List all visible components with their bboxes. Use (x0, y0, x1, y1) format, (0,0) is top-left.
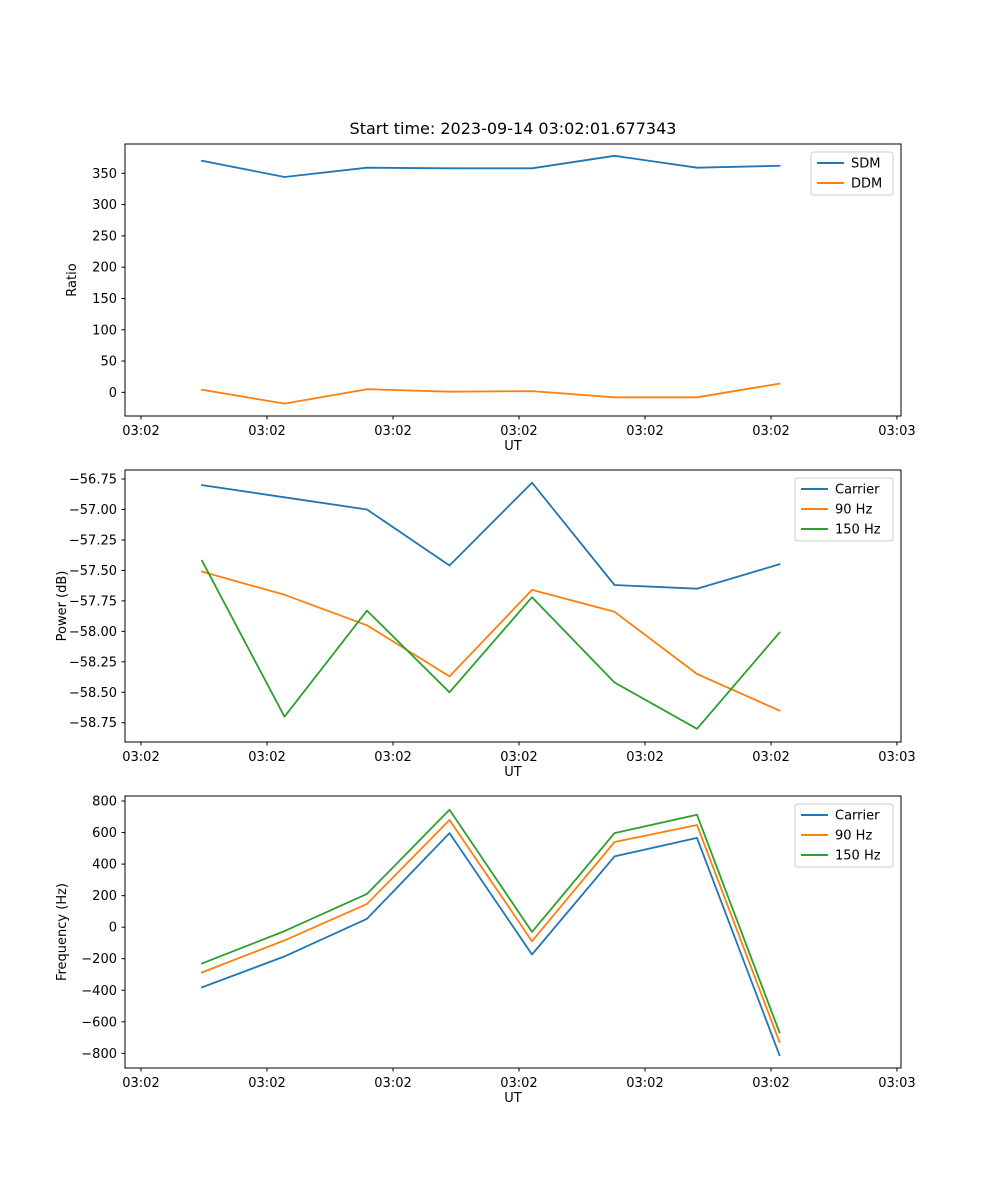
legend-label: 150 Hz (835, 849, 881, 864)
x-tick-label: 03:02 (752, 750, 789, 765)
x-tick-label: 03:02 (374, 1076, 411, 1091)
y-tick-label: −57.50 (69, 564, 117, 579)
y-tick-label: −57.00 (69, 503, 117, 518)
axes-frame (124, 143, 902, 417)
figure-title: Start time: 2023-09-14 03:02:01.677343 (349, 119, 677, 138)
x-tick-label: 03:02 (752, 424, 789, 439)
y-tick-label: 800 (92, 795, 117, 810)
series-line-90-hz (200, 819, 781, 1044)
y-tick-label: −56.75 (69, 473, 117, 488)
y-tick-label: 350 (92, 167, 117, 182)
x-tick-label: 03:02 (248, 424, 285, 439)
y-tick-label: 50 (100, 355, 117, 370)
y-tick-label: 100 (92, 323, 117, 338)
y-tick-label: −800 (81, 1047, 117, 1062)
x-axis-label: UT (504, 1091, 522, 1106)
y-tick-label: 200 (92, 889, 117, 904)
axes-frame (124, 469, 902, 743)
series-line-carrier (200, 832, 781, 1057)
x-tick-label: 03:02 (752, 1076, 789, 1091)
legend-label: DDM (851, 177, 882, 192)
series-line-ddm (200, 382, 781, 405)
y-tick-label: 250 (92, 229, 117, 244)
y-axis-label: Power (dB) (55, 571, 70, 642)
y-tick-label: 0 (109, 386, 117, 401)
axes-frame (124, 795, 902, 1069)
x-tick-label: 03:02 (122, 424, 159, 439)
x-tick-label: 03:03 (878, 750, 915, 765)
x-axis-label: UT (504, 765, 522, 780)
series-line-carrier (200, 481, 781, 590)
x-axis-label: UT (504, 439, 522, 454)
series-line-sdm (200, 154, 781, 178)
x-tick-label: 03:03 (878, 424, 915, 439)
y-tick-label: −200 (81, 952, 117, 967)
legend: SDM DDM (810, 151, 894, 196)
y-tick-label: 300 (92, 198, 117, 213)
subplot-power: 03:02 03:02 03:02 03:02 03:02 03:02 03:03 −58.7… (0, 446, 1000, 791)
legend: Carrier 90 Hz 150 Hz (794, 803, 894, 868)
y-tick-label: 200 (92, 261, 117, 276)
legend-label: 90 Hz (835, 503, 872, 518)
x-tick-label: 03:02 (122, 1076, 159, 1091)
series-line-90-hz (200, 570, 781, 712)
y-tick-label: −58.50 (69, 686, 117, 701)
y-axis-label: Ratio (65, 263, 80, 296)
subplot-ratio: 03:02 03:02 03:02 03:02 03:02 03:02 03:03 0 50 10… (0, 120, 1000, 465)
y-tick-label: −58.25 (69, 655, 117, 670)
series-line-150-hz (200, 808, 781, 1034)
y-tick-label: −600 (81, 1015, 117, 1030)
axes-power: 03:02 03:02 03:02 03:02 03:02 03:02 03:03 −58.7… (55, 469, 916, 780)
y-tick-label: 150 (92, 292, 117, 307)
y-tick-label: 0 (109, 921, 117, 936)
legend-label: Carrier (835, 809, 880, 824)
y-tick-label: −58.00 (69, 625, 117, 640)
legend-label: SDM (851, 157, 880, 172)
axes-ratio: 03:02 03:02 03:02 03:02 03:02 03:02 03:03 0 50 10… (65, 143, 916, 454)
y-axis-label: Frequency (Hz) (55, 883, 70, 981)
y-tick-label: −57.75 (69, 594, 117, 609)
x-tick-label: 03:03 (878, 1076, 915, 1091)
legend-box (794, 803, 894, 868)
x-tick-label: 03:02 (374, 424, 411, 439)
x-tick-label: 03:02 (500, 1076, 537, 1091)
x-tick-label: 03:02 (626, 424, 663, 439)
x-tick-label: 03:02 (626, 1076, 663, 1091)
x-tick-label: 03:02 (248, 750, 285, 765)
x-tick-label: 03:02 (626, 750, 663, 765)
legend: Carrier 90 Hz 150 Hz (794, 477, 894, 542)
y-tick-label: −400 (81, 984, 117, 999)
y-tick-label: −58.75 (69, 716, 117, 731)
legend-label: 90 Hz (835, 829, 872, 844)
x-tick-label: 03:02 (500, 750, 537, 765)
x-tick-label: 03:02 (500, 424, 537, 439)
series-line-150-hz (200, 559, 781, 730)
x-tick-label: 03:02 (122, 750, 159, 765)
subplot-frequency: 03:02 03:02 03:02 03:02 03:02 03:02 03:03 −800 −… (0, 772, 1000, 1132)
y-tick-label: 400 (92, 858, 117, 873)
legend-label: 150 Hz (835, 523, 881, 538)
legend-box (794, 477, 894, 542)
x-tick-label: 03:02 (248, 1076, 285, 1091)
x-tick-label: 03:02 (374, 750, 411, 765)
legend-label: Carrier (835, 483, 880, 498)
y-tick-label: −57.25 (69, 533, 117, 548)
axes-frequency: 03:02 03:02 03:02 03:02 03:02 03:02 03:03 −800 −… (55, 795, 916, 1106)
y-tick-label: 600 (92, 826, 117, 841)
